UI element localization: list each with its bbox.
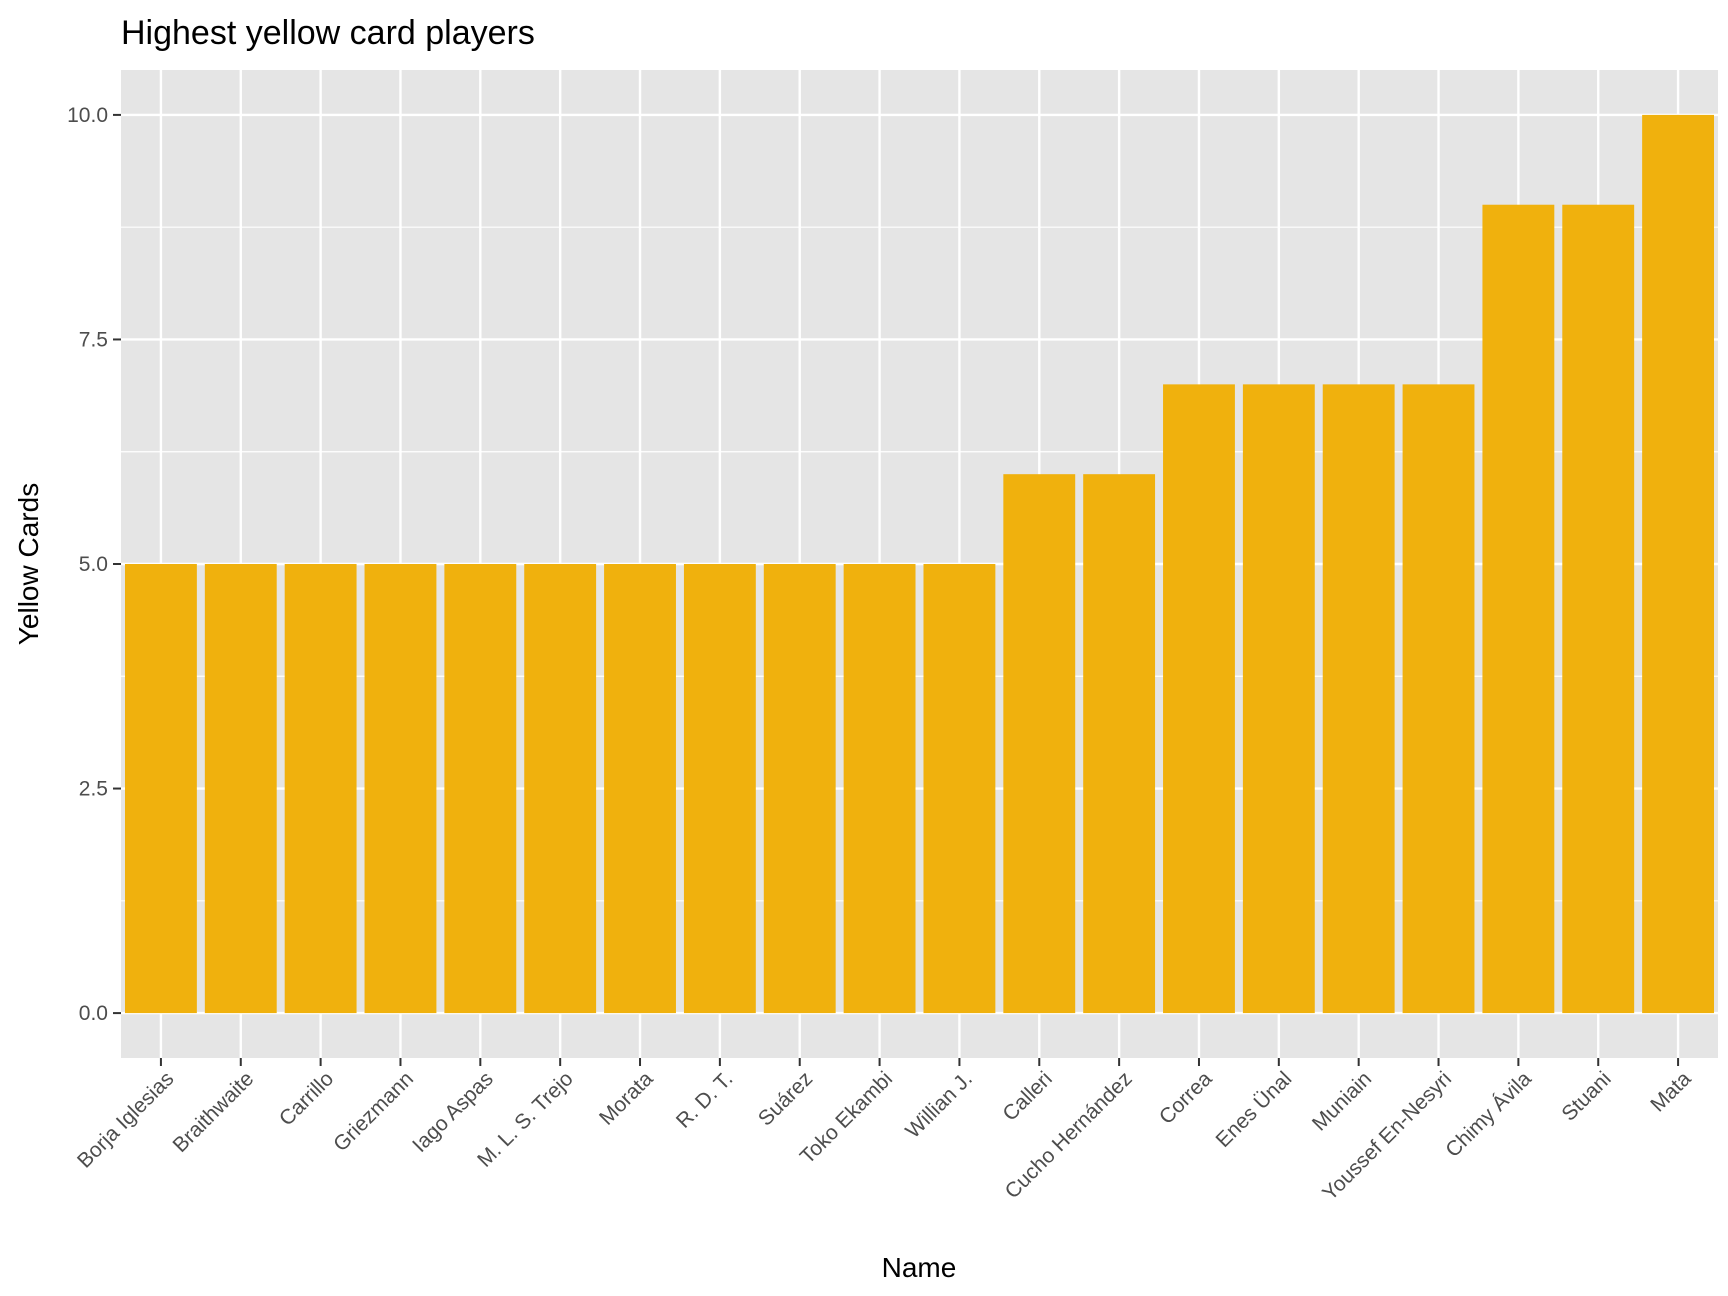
bar	[524, 564, 597, 1014]
y-tick-label: 5.0	[79, 553, 108, 576]
y-tick-label: 7.5	[79, 328, 108, 351]
chart-title: Highest yellow card players	[121, 14, 535, 52]
y-tick-label: 0.0	[79, 1002, 108, 1025]
bar	[683, 564, 756, 1014]
y-tick-label: 2.5	[79, 778, 108, 801]
x-tick-label: Carrillo	[275, 1067, 338, 1130]
x-tick-label: Mata	[1646, 1067, 1696, 1117]
x-tick-label: Griezmann	[329, 1067, 418, 1156]
x-axis-title: Name	[882, 1252, 957, 1283]
x-tick-label: Enes Ünal	[1212, 1067, 1297, 1152]
bar	[843, 564, 916, 1014]
bar	[1003, 474, 1076, 1014]
bar	[1482, 204, 1555, 1014]
bars	[124, 114, 1715, 1014]
bar	[1642, 114, 1715, 1014]
x-tick-label: Chimy Ávila	[1441, 1067, 1536, 1162]
bar	[364, 564, 437, 1014]
bar	[763, 564, 836, 1014]
bar	[204, 564, 277, 1014]
bar	[604, 564, 676, 1014]
bar	[1242, 384, 1315, 1014]
x-tick-label: Borja Iglesias	[73, 1067, 178, 1172]
x-tick-label: Stuani	[1557, 1067, 1615, 1125]
bar	[1163, 384, 1235, 1014]
bar	[444, 564, 517, 1014]
bar	[284, 564, 357, 1014]
bar	[1322, 384, 1395, 1014]
x-tick-label: Willian J.	[901, 1067, 977, 1143]
bar	[923, 564, 996, 1014]
bar	[1083, 474, 1156, 1014]
x-tick-label: Correa	[1155, 1067, 1217, 1129]
bar	[124, 564, 197, 1014]
x-tick-label: Calleri	[998, 1067, 1056, 1125]
bar	[1402, 384, 1475, 1014]
x-tick-label: Morata	[595, 1067, 658, 1130]
x-tick-label: Braithwaite	[169, 1067, 259, 1157]
bar	[1562, 204, 1635, 1014]
x-tick-label: R. D. T.	[672, 1067, 737, 1132]
y-axis-title: Yellow Cards	[13, 483, 44, 645]
y-tick-label: 10.0	[67, 104, 108, 127]
x-tick-label: Muniain	[1308, 1067, 1376, 1135]
x-tick-label: Suárez	[754, 1067, 817, 1130]
